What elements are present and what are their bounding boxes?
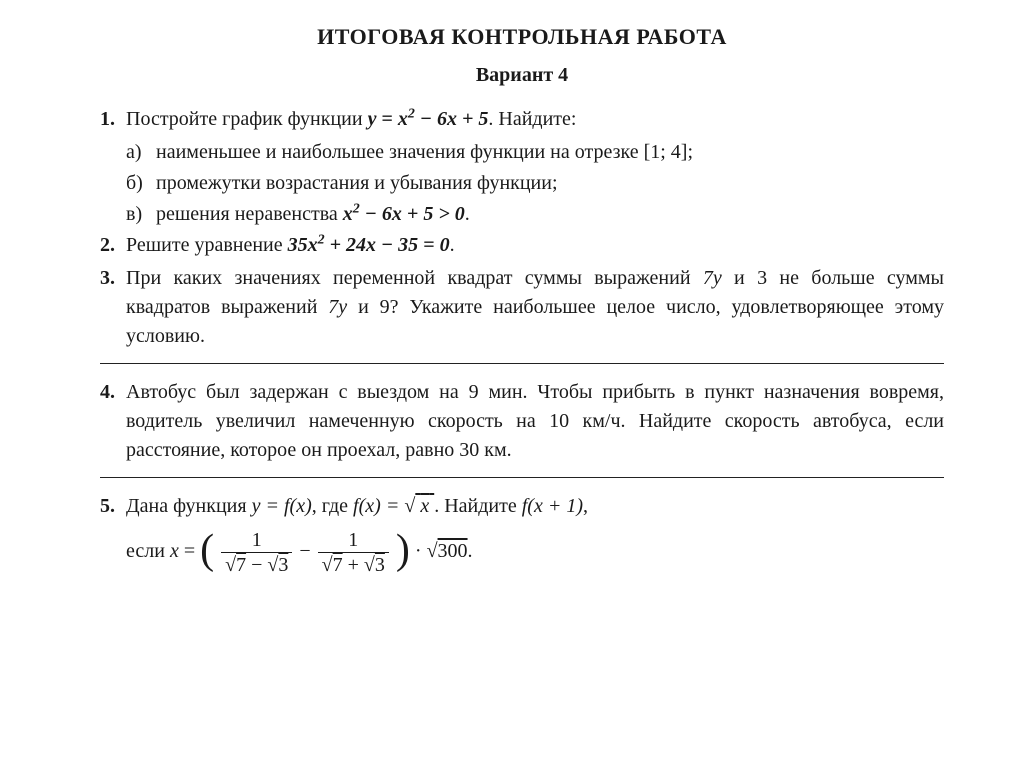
text: Решите уравнение bbox=[126, 234, 288, 256]
problem-number: 4. bbox=[100, 378, 126, 465]
expr: 3 bbox=[757, 267, 767, 289]
problem-1: 1. Постройте график функции y = x2 − 6x … bbox=[100, 105, 944, 134]
sub-label: б) bbox=[126, 169, 156, 198]
subitem-b: б) промежутки возрастания и убывания фун… bbox=[126, 169, 944, 198]
problem-number: 1. bbox=[100, 105, 126, 134]
denominator: √7 + √3 bbox=[318, 553, 389, 576]
text: Дана функция bbox=[126, 495, 252, 517]
sqrt-300: √300 bbox=[427, 540, 468, 562]
f-target: f(x + 1) bbox=[522, 495, 583, 517]
period: . bbox=[468, 540, 473, 562]
expr: 7y bbox=[703, 267, 722, 289]
text: . Найдите bbox=[434, 495, 522, 517]
f-def-1: y = f(x) bbox=[252, 495, 312, 517]
eq-sign: = bbox=[179, 540, 200, 562]
numerator: 1 bbox=[221, 529, 292, 553]
sub-label: в) bbox=[126, 200, 156, 229]
subitem-c: в) решения неравенства x2 − 6x + 5 > 0. bbox=[126, 200, 944, 229]
problems-list: 1. Постройте график функции y = x2 − 6x … bbox=[100, 105, 944, 576]
problem-text: Дана функция y = f(x), где f(x) = √ x . … bbox=[126, 492, 944, 521]
text: решения неравенства bbox=[156, 203, 343, 225]
denominator: √7 − √3 bbox=[221, 553, 292, 576]
text: , bbox=[583, 495, 588, 517]
sub-text: промежутки возрастания и убывания функци… bbox=[156, 169, 944, 198]
text: . Найдите: bbox=[488, 108, 576, 130]
divider bbox=[100, 363, 944, 364]
dot: · bbox=[410, 540, 427, 562]
numerator: 1 bbox=[318, 529, 389, 553]
sub-text: решения неравенства x2 − 6x + 5 > 0. bbox=[156, 200, 944, 229]
variant-label: Вариант 4 bbox=[100, 64, 944, 87]
problem-text: Постройте график функции y = x2 − 6x + 5… bbox=[126, 105, 944, 134]
problem-number: 3. bbox=[100, 264, 126, 351]
function-rhs: x2 − 6x + 5 bbox=[398, 108, 489, 130]
text: При каких значениях переменной квадрат с… bbox=[126, 267, 703, 289]
problem-number: 5. bbox=[100, 492, 126, 521]
minus: − bbox=[299, 540, 315, 562]
x-var: x bbox=[170, 540, 179, 562]
sub-text: наименьшее и наибольшее значения функции… bbox=[156, 138, 944, 167]
text: если bbox=[126, 540, 170, 562]
equation: 35x2 + 24x − 35 = 0 bbox=[288, 234, 450, 256]
problem-5-equation: если x = ( 1 √7 − √3 − 1 √7 + √3 ) · √30… bbox=[126, 529, 944, 576]
sub-label: а) bbox=[126, 138, 156, 167]
expr: 7y bbox=[328, 296, 347, 318]
problem-text: При каких значениях переменной квадрат с… bbox=[126, 264, 944, 351]
text: и bbox=[347, 296, 379, 318]
problem-2: 2. Решите уравнение 35x2 + 24x − 35 = 0. bbox=[100, 231, 944, 260]
problem-text: Решите уравнение 35x2 + 24x − 35 = 0. bbox=[126, 231, 944, 260]
text: и bbox=[722, 267, 757, 289]
fraction-2: 1 √7 + √3 bbox=[318, 529, 389, 576]
text: . bbox=[450, 234, 455, 256]
problem-5: 5. Дана функция y = f(x), где f(x) = √ x… bbox=[100, 492, 944, 521]
problem-text: Автобус был задержан с выездом на 9 мин.… bbox=[126, 378, 944, 465]
f-def-2: f(x) = √ x bbox=[353, 495, 434, 517]
text: , где bbox=[312, 495, 353, 517]
page-title: ИТОГОВАЯ КОНТРОЛЬНАЯ РАБОТА bbox=[100, 24, 944, 50]
subitem-a: а) наименьшее и наибольшее значения функ… bbox=[126, 138, 944, 167]
text: . bbox=[465, 203, 470, 225]
text: Постройте график функции bbox=[126, 108, 368, 130]
problem-1-subitems: а) наименьшее и наибольшее значения функ… bbox=[126, 138, 944, 229]
problem-number: 2. bbox=[100, 231, 126, 260]
inequality: x2 − 6x + 5 > 0 bbox=[343, 203, 465, 225]
problem-4: 4. Автобус был задержан с выездом на 9 м… bbox=[100, 378, 944, 465]
fraction-1: 1 √7 − √3 bbox=[221, 529, 292, 576]
function-lhs: y bbox=[368, 108, 377, 130]
expr: 9 bbox=[380, 296, 390, 318]
page: ИТОГОВАЯ КОНТРОЛЬНАЯ РАБОТА Вариант 4 1.… bbox=[0, 0, 1024, 600]
problem-3: 3. При каких значениях переменной квадра… bbox=[100, 264, 944, 351]
divider bbox=[100, 477, 944, 478]
